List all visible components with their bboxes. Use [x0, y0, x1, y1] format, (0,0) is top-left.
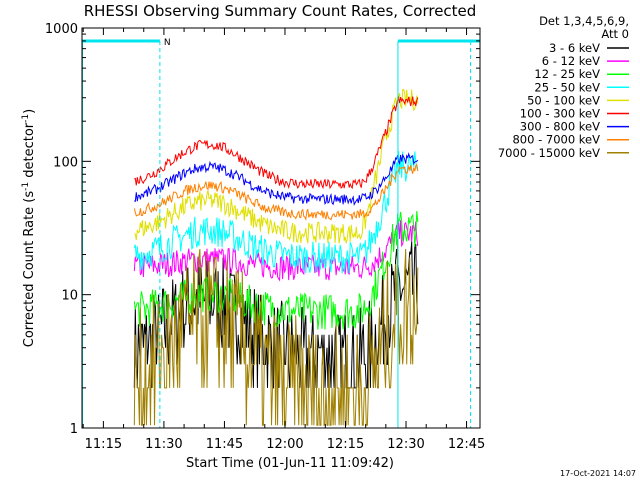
legend-header-line2: Att 0 [601, 27, 629, 41]
x-tick-label-5: 12:30 [387, 437, 424, 452]
series-layer [133, 88, 419, 426]
timestamp: 17-Oct-2021 14:07 [560, 469, 636, 478]
series-line-5 [134, 95, 419, 190]
legend-label-7: 800 - 7000 keV [512, 133, 600, 147]
y-tick-label-0: 1 [70, 422, 78, 437]
x-axis: 11:15 11:30 11:45 12:00 12:15 12:30 12:45 [82, 28, 485, 452]
x-tick-label-6: 12:45 [448, 437, 485, 452]
x-tick-label-2: 11:45 [206, 437, 243, 452]
plot-frame [81, 27, 481, 429]
y-axis-label-part1: Corrected Count Rate (s [22, 191, 37, 348]
y-axis-label-part2: detector [22, 122, 37, 182]
series-line-8 [133, 239, 419, 426]
y-tick-label-2: 100 [53, 155, 78, 170]
y-axis: 1 10 100 1000 [45, 22, 480, 437]
series-line-4 [134, 88, 419, 244]
chart-title: RHESSI Observing Summary Count Rates, Co… [84, 2, 477, 20]
legend-header-line1: Det 1,3,4,5,6,9, [539, 14, 629, 28]
legend-label-1: 6 - 12 keV [542, 54, 600, 68]
legend-label-6: 300 - 800 keV [520, 120, 600, 134]
x-tick-label-4: 12:15 [327, 437, 364, 452]
series-line-1 [133, 220, 419, 282]
legend-label-2: 12 - 25 keV [534, 67, 600, 81]
x-axis-label: Start Time (01-Jun-11 11:09:42) [186, 456, 394, 471]
legend-label-0: 3 - 6 keV [549, 41, 600, 55]
y-tick-label-3: 1000 [45, 22, 78, 37]
night-bar-label-0: N [164, 38, 171, 48]
legend-label-3: 25 - 50 keV [534, 80, 600, 94]
x-tick-label-3: 12:00 [266, 437, 303, 452]
x-tick-label-1: 11:30 [145, 437, 182, 452]
y-tick-label-1: 10 [61, 289, 78, 304]
legend-label-4: 50 - 100 keV [527, 93, 600, 107]
series-line-7 [133, 163, 419, 221]
y-axis-label-sup1: -1 [21, 182, 31, 191]
series-line-3 [133, 150, 419, 274]
legend-label-5: 100 - 300 keV [520, 107, 600, 121]
legend-label-8: 7000 - 15000 keV [498, 146, 600, 160]
series-line-2 [133, 210, 419, 330]
x-tick-label-0: 11:15 [85, 437, 122, 452]
y-axis-label-sup2: -1 [21, 114, 31, 123]
y-axis-label-part3: ) [22, 109, 37, 114]
series-line-6 [134, 152, 419, 206]
y-axis-label: Corrected Count Rate (s-1 detector-1) [21, 109, 37, 347]
